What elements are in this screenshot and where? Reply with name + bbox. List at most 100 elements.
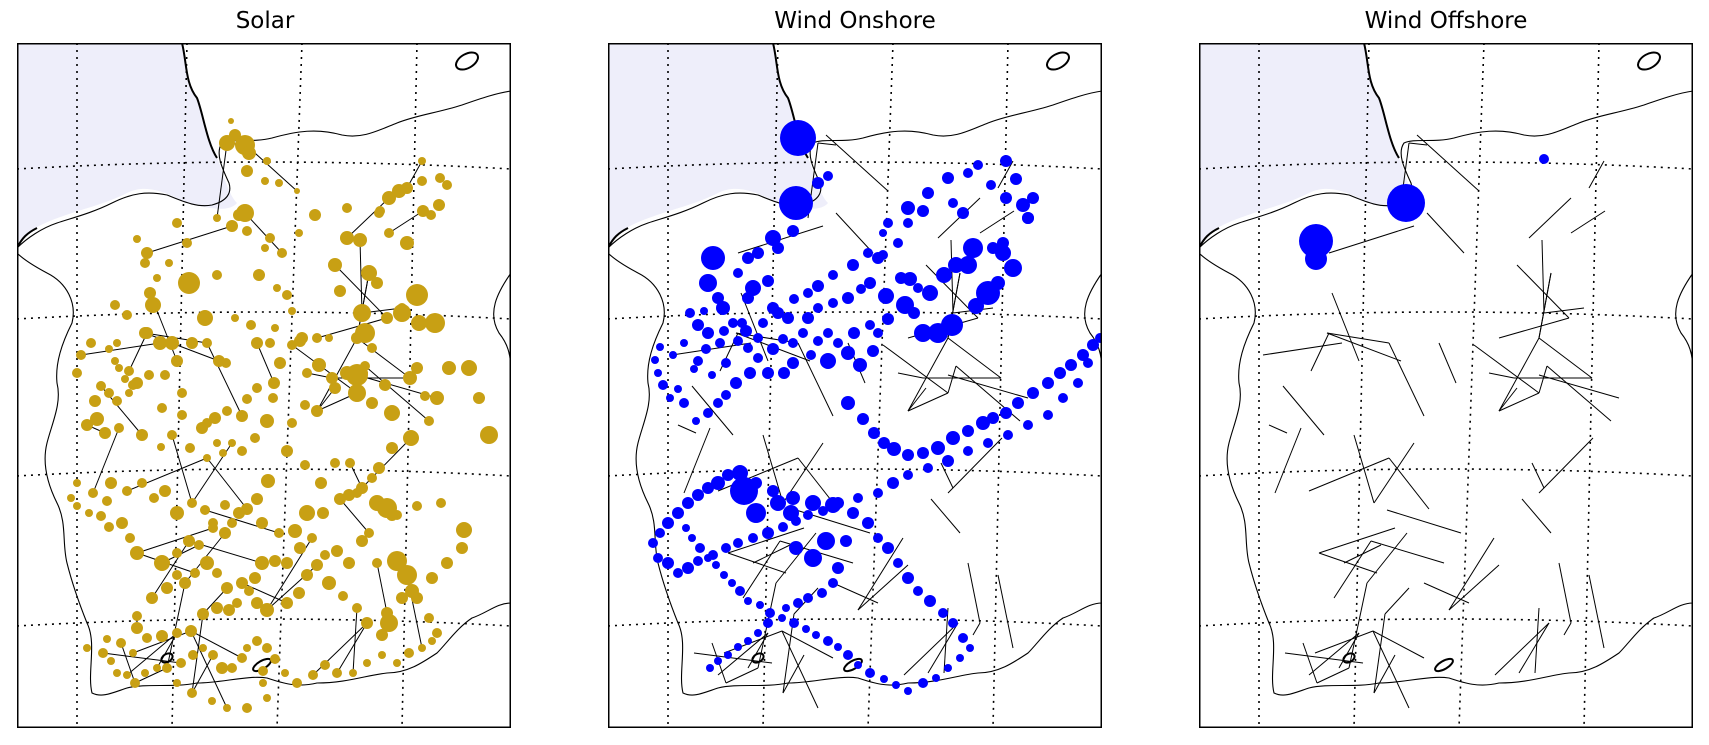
generator-bus [963, 238, 983, 258]
generator-bus [788, 338, 798, 348]
generator-bus [173, 679, 181, 687]
generator-bus [228, 118, 234, 124]
generator-bus [251, 493, 263, 505]
generator-bus [178, 272, 200, 294]
generator-bus [873, 533, 883, 543]
generator-bus [931, 441, 945, 455]
generator-bus [296, 332, 308, 344]
generator-bus [823, 171, 833, 181]
generator-bus [259, 679, 267, 687]
generator-bus [326, 372, 338, 384]
generator-bus [417, 205, 429, 217]
generator-bus [841, 346, 855, 360]
generator-bus [987, 412, 999, 424]
generator-bus [688, 534, 696, 542]
generator-bus [418, 157, 426, 165]
generator-bus [682, 562, 694, 574]
generator-bus [157, 443, 165, 451]
generator-bus [185, 443, 195, 453]
generator-bus [730, 477, 758, 505]
generator-bus [655, 528, 665, 538]
generator-bus [274, 528, 284, 538]
generator-bus [172, 570, 182, 580]
generator-bus [343, 489, 355, 501]
generator-bus [229, 129, 241, 141]
generator-bus [798, 328, 808, 338]
generator-bus [1305, 248, 1327, 270]
generator-bus [384, 405, 400, 421]
generator-bus [200, 556, 214, 570]
generator-bus [300, 460, 310, 470]
generator-bus [772, 242, 784, 254]
generator-bus [250, 433, 260, 443]
sea-area [1199, 43, 1419, 248]
generator-bus [208, 518, 218, 528]
generator-bus [651, 356, 659, 364]
generator-bus [252, 636, 262, 646]
generator-bus [397, 303, 407, 313]
generator-bus [131, 622, 143, 634]
generator-bus [96, 511, 106, 521]
generator-bus [426, 572, 438, 584]
generator-bus [376, 629, 388, 641]
generator-bus [288, 524, 302, 538]
generator-bus [704, 554, 712, 562]
generator-bus [963, 446, 973, 456]
generator-bus [966, 644, 974, 652]
generator-bus [724, 651, 732, 659]
generator-bus [312, 333, 322, 343]
generator-bus [976, 416, 990, 430]
generator-bus [1539, 154, 1549, 164]
generator-bus [740, 325, 752, 337]
generator-bus [182, 238, 192, 248]
generator-bus [403, 371, 417, 385]
generator-bus [411, 592, 423, 604]
generator-bus [1016, 198, 1030, 212]
generator-bus [914, 324, 932, 342]
generator-bus [987, 242, 999, 254]
generator-bus [90, 412, 104, 426]
generator-bus [294, 542, 306, 554]
generator-bus [862, 517, 874, 529]
generator-bus [703, 408, 713, 418]
generator-bus [1010, 173, 1022, 185]
generator-bus [209, 412, 221, 424]
generator-bus [116, 517, 128, 529]
generator-bus [76, 350, 86, 360]
island [1046, 51, 1070, 71]
generator-bus [308, 670, 318, 680]
generator-bus [116, 638, 126, 648]
generator-bus [1073, 378, 1083, 388]
generator-bus [882, 313, 894, 325]
generator-bus [137, 478, 147, 488]
generator-bus [121, 375, 129, 383]
generator-bus [778, 334, 788, 344]
generator-bus [425, 313, 445, 333]
generator-bus [857, 413, 869, 425]
generator-bus [167, 430, 177, 440]
generator-bus [273, 284, 281, 292]
generator-bus [159, 485, 171, 497]
generator-bus [706, 664, 714, 672]
generator-bus [923, 463, 933, 473]
generator-bus [976, 281, 1000, 305]
generator-bus [345, 458, 355, 468]
generator-bus [145, 297, 161, 313]
generator-bus [88, 488, 98, 498]
generator-bus [733, 268, 743, 278]
generator-bus [81, 419, 93, 431]
generator-bus [1387, 184, 1425, 222]
generator-bus [260, 603, 274, 617]
generator-bus [268, 377, 280, 389]
generator-bus [237, 653, 247, 663]
generator-bus [141, 669, 149, 677]
generator-bus [878, 437, 890, 449]
generator-bus [253, 269, 265, 281]
generator-bus [765, 230, 781, 246]
generator-bus [666, 394, 674, 402]
generator-bus [828, 578, 838, 588]
generator-bus [847, 259, 859, 271]
generator-bus [441, 557, 453, 569]
generator-bus [113, 669, 121, 677]
generator-bus [682, 497, 694, 509]
